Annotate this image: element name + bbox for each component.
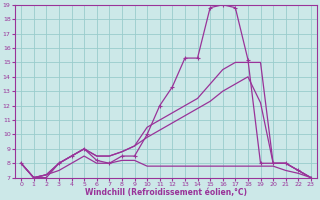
X-axis label: Windchill (Refroidissement éolien,°C): Windchill (Refroidissement éolien,°C) [85, 188, 247, 197]
